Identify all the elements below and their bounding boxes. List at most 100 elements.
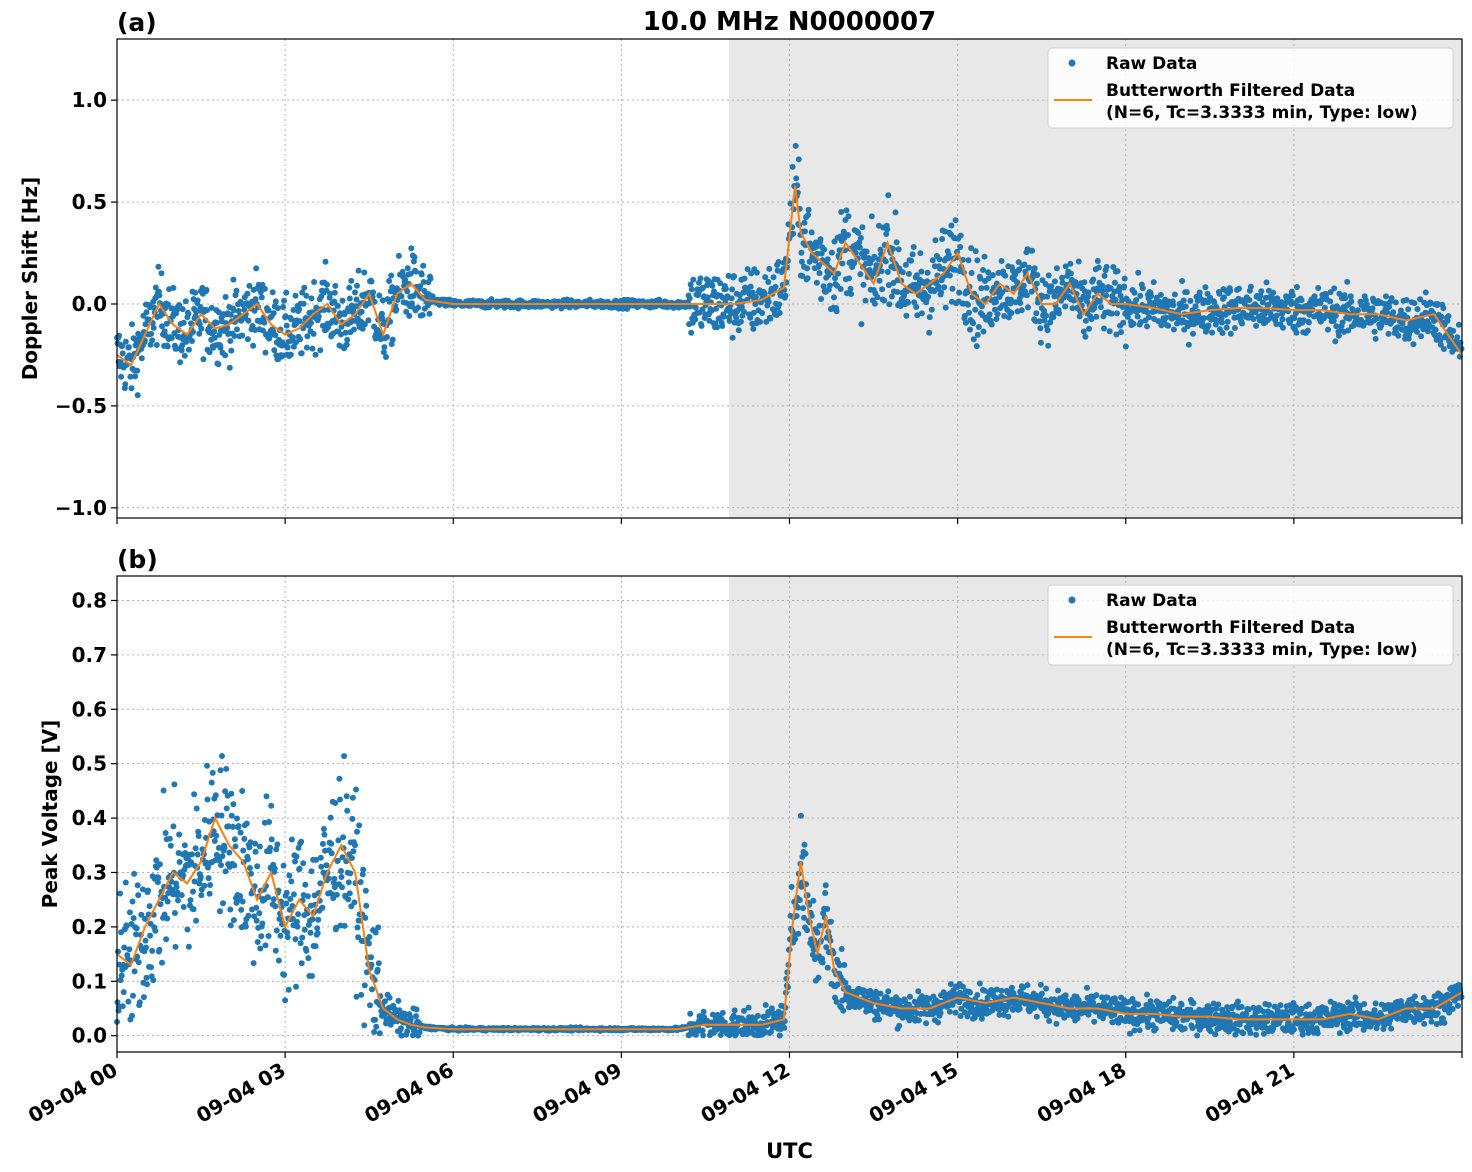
raw-data-point	[821, 246, 828, 253]
raw-data-point	[745, 1004, 752, 1011]
raw-data-point	[216, 857, 223, 864]
raw-data-point	[251, 307, 258, 314]
raw-data-point	[893, 239, 900, 246]
raw-data-point	[1454, 334, 1461, 341]
raw-data-point	[304, 893, 311, 900]
raw-data-point	[1417, 296, 1424, 303]
raw-data-point	[172, 943, 179, 950]
raw-data-point	[1434, 301, 1441, 307]
raw-data-point	[1137, 319, 1144, 326]
raw-data-point	[184, 926, 191, 933]
raw-data-point	[772, 283, 779, 290]
raw-data-point	[143, 309, 150, 316]
raw-data-point	[757, 318, 763, 325]
raw-data-point	[235, 823, 242, 829]
raw-data-point	[911, 299, 918, 306]
raw-data-point	[781, 1024, 788, 1031]
raw-data-point	[805, 212, 812, 218]
raw-data-point	[376, 292, 383, 299]
raw-data-point	[1096, 298, 1103, 305]
raw-data-point	[231, 836, 238, 843]
raw-data-point	[1398, 307, 1404, 314]
raw-data-point	[885, 988, 892, 995]
raw-data-point	[413, 1013, 419, 1020]
raw-data-point	[1099, 288, 1105, 295]
y-ticks-a: −1.0−0.50.00.51.0	[55, 88, 117, 520]
raw-data-point	[167, 842, 174, 849]
raw-data-point	[750, 309, 757, 316]
y-tick-label: 0.0	[72, 292, 107, 316]
raw-data-point	[368, 954, 374, 961]
raw-data-point	[146, 903, 153, 910]
raw-data-point	[314, 930, 321, 937]
raw-data-point	[805, 206, 812, 213]
raw-data-point	[272, 298, 279, 305]
raw-data-point	[1124, 313, 1131, 320]
raw-data-point	[426, 310, 433, 317]
raw-data-point	[995, 270, 1002, 276]
raw-data-point	[1131, 289, 1138, 296]
raw-data-point	[384, 334, 390, 340]
raw-data-point	[1101, 272, 1108, 279]
raw-data-point	[233, 287, 240, 294]
raw-data-point	[1114, 268, 1121, 275]
raw-data-point	[888, 293, 895, 300]
raw-data-point	[200, 356, 207, 363]
raw-data-point	[899, 269, 906, 276]
raw-data-point	[965, 301, 971, 308]
raw-data-point	[177, 359, 184, 366]
raw-data-point	[970, 320, 977, 327]
raw-data-point	[1015, 259, 1022, 266]
raw-data-point	[283, 889, 290, 896]
raw-data-point	[1445, 313, 1452, 320]
raw-data-point	[1265, 301, 1272, 308]
raw-data-point	[339, 297, 346, 304]
raw-data-point	[315, 916, 322, 923]
raw-data-point	[149, 337, 156, 344]
raw-data-point	[1221, 294, 1227, 301]
raw-data-point	[189, 338, 195, 344]
raw-data-point	[222, 868, 229, 875]
raw-data-point	[250, 342, 257, 349]
raw-data-point	[996, 1011, 1003, 1018]
raw-data-point	[155, 874, 162, 881]
raw-data-point	[1224, 318, 1231, 325]
raw-data-point	[222, 352, 229, 359]
legend-raw-label: Raw Data	[1106, 54, 1197, 74]
raw-data-point	[1224, 1004, 1231, 1011]
raw-data-point	[404, 265, 411, 272]
raw-data-point	[1012, 299, 1019, 306]
raw-data-point	[230, 276, 237, 283]
raw-data-point	[923, 1020, 930, 1027]
raw-data-point	[1016, 266, 1023, 273]
raw-data-point	[1050, 314, 1057, 321]
raw-data-point	[1444, 317, 1451, 324]
raw-data-point	[1219, 319, 1225, 326]
raw-data-point	[1130, 320, 1137, 327]
raw-data-point	[1250, 316, 1257, 322]
raw-data-point	[1414, 328, 1420, 335]
raw-data-point	[204, 762, 210, 769]
raw-data-point	[1080, 328, 1087, 335]
raw-data-point	[386, 278, 393, 284]
raw-data-point	[1292, 310, 1299, 317]
raw-data-point	[149, 947, 156, 954]
raw-data-point	[1294, 284, 1300, 290]
raw-data-point	[855, 229, 862, 236]
raw-data-point	[190, 906, 197, 913]
raw-data-point	[1274, 295, 1281, 302]
raw-data-point	[183, 338, 190, 345]
raw-data-point	[1205, 322, 1212, 329]
raw-data-point	[1043, 312, 1050, 319]
raw-data-point	[726, 317, 733, 324]
raw-data-point	[915, 1017, 922, 1024]
raw-data-point	[125, 344, 132, 351]
raw-data-point	[399, 268, 406, 275]
raw-data-point	[819, 959, 826, 966]
raw-data-point	[1344, 278, 1351, 285]
raw-data-point	[776, 1032, 783, 1039]
raw-data-point	[1163, 314, 1170, 321]
raw-data-point	[290, 891, 297, 898]
raw-data-point	[1318, 296, 1325, 303]
raw-data-point	[801, 914, 807, 921]
